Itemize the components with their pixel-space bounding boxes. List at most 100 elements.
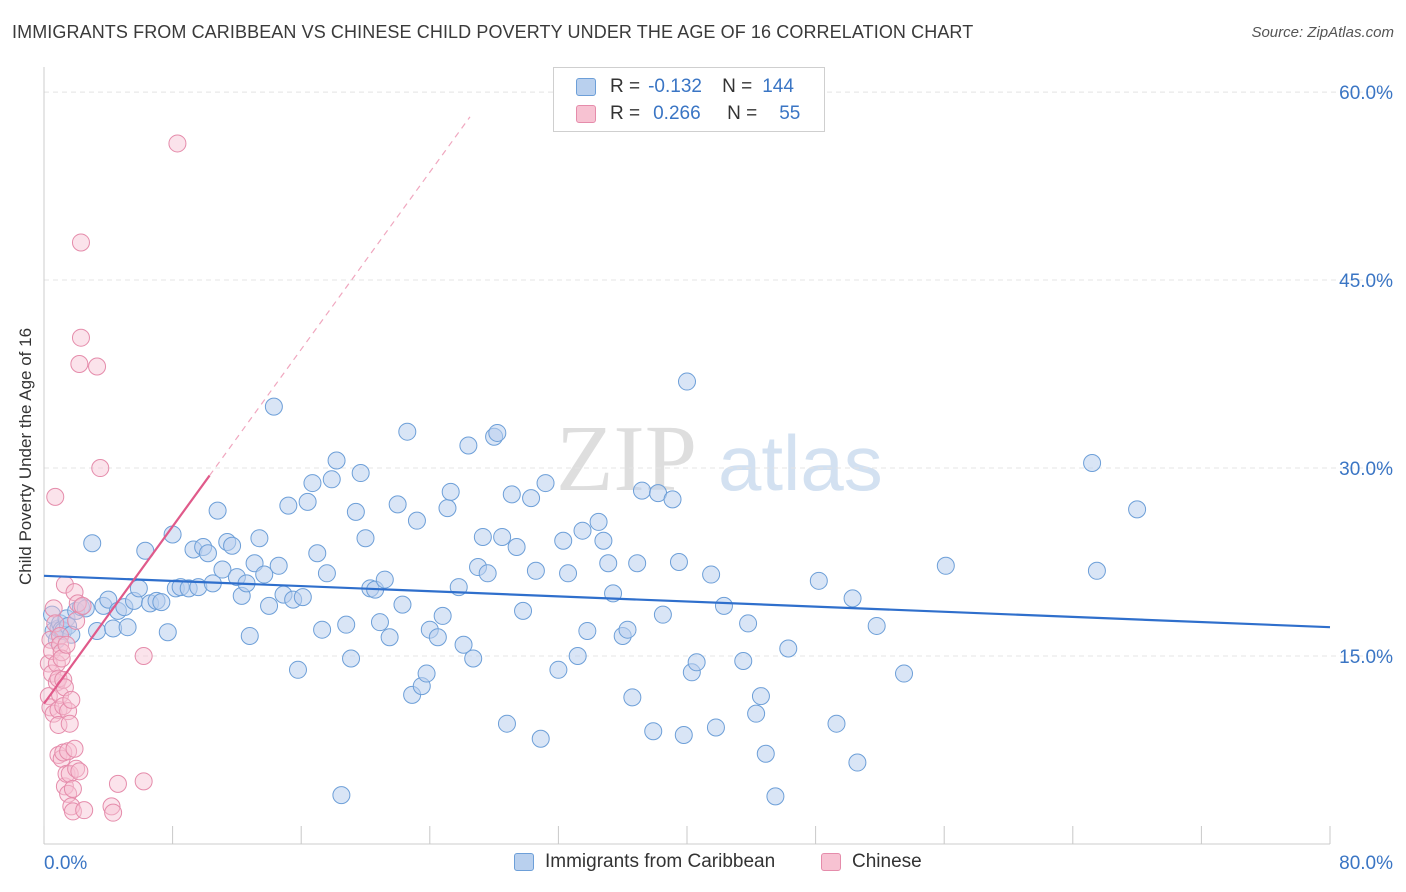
data-point-caribbean <box>293 588 312 607</box>
data-point-caribbean <box>751 687 770 706</box>
data-point-chinese <box>62 690 81 709</box>
data-point-caribbean <box>327 451 346 470</box>
data-point-chinese <box>168 134 187 153</box>
data-point-chinese <box>65 739 84 758</box>
data-point-caribbean <box>663 490 682 509</box>
data-point-caribbean <box>526 561 545 580</box>
data-point-caribbean <box>438 499 457 518</box>
data-point-chinese <box>108 774 127 793</box>
data-point-caribbean <box>152 593 171 612</box>
data-point-chinese <box>70 762 89 781</box>
axes <box>43 67 1331 845</box>
data-point-chinese <box>134 647 153 666</box>
data-point-caribbean <box>337 615 356 634</box>
data-point-chinese <box>57 635 76 654</box>
data-point-caribbean <box>342 649 361 668</box>
data-point-caribbean <box>644 722 663 741</box>
trend-lines <box>43 116 1331 705</box>
data-point-chinese <box>52 649 71 668</box>
legend-r-label: R = <box>610 76 641 97</box>
data-point-caribbean <box>618 620 637 639</box>
data-point-chinese <box>65 583 84 602</box>
data-point-caribbean <box>313 620 332 639</box>
data-point-caribbean <box>536 474 555 493</box>
legend-swatch-caribbean <box>514 853 534 871</box>
data-point-caribbean <box>454 635 473 654</box>
data-point-caribbean <box>1083 454 1102 473</box>
data-point-caribbean <box>674 725 693 744</box>
legend-item-chinese: Chinese <box>821 851 922 873</box>
data-point-chinese <box>91 459 110 478</box>
data-point-chinese <box>67 759 86 778</box>
data-point-chinese <box>71 328 90 347</box>
data-point-caribbean <box>632 481 651 500</box>
tick-labels: 15.0% 30.0% 45.0% 60.0% 0.0% 80.0% <box>44 83 1393 874</box>
data-point-caribbean <box>1087 561 1106 580</box>
data-point-caribbean <box>269 556 288 575</box>
data-point-caribbean <box>198 544 217 563</box>
data-point-caribbean <box>393 595 412 614</box>
data-point-chinese <box>47 654 66 673</box>
source-label: Source: ZipAtlas.com <box>1251 24 1394 41</box>
data-point-chinese <box>102 797 121 816</box>
legend-swatch-chinese <box>576 105 596 123</box>
data-point-caribbean <box>303 474 322 493</box>
legend-n-value: 55 <box>779 103 801 124</box>
data-point-caribbean <box>240 626 259 645</box>
data-point-caribbean <box>578 621 597 640</box>
data-point-caribbean <box>756 744 775 763</box>
trend-line-chinese-extension <box>209 116 471 476</box>
data-point-chinese <box>46 487 65 506</box>
data-point-caribbean <box>317 564 336 583</box>
trend-line-chinese <box>43 474 211 705</box>
data-point-caribbean <box>734 652 753 671</box>
data-point-caribbean <box>398 422 417 441</box>
legend-n-value: 144 <box>762 76 794 97</box>
y-tick-label: 15.0% <box>1339 647 1393 668</box>
data-point-caribbean <box>322 470 341 489</box>
data-point-caribbean <box>739 614 758 633</box>
data-point-caribbean <box>298 492 317 511</box>
data-point-caribbean <box>370 613 389 632</box>
chart-title: IMMIGRANTS FROM CARIBBEAN VS CHINESE CHI… <box>12 22 974 42</box>
data-point-caribbean <box>678 372 696 391</box>
data-point-caribbean <box>628 554 647 573</box>
data-point-caribbean <box>332 786 351 805</box>
data-point-caribbean <box>843 589 862 608</box>
data-point-chinese <box>70 355 89 374</box>
legend-swatch-chinese <box>821 853 841 871</box>
data-point-caribbean <box>779 639 798 658</box>
data-point-caribbean <box>308 544 327 563</box>
data-point-caribbean <box>208 501 227 520</box>
data-point-caribbean <box>83 534 102 553</box>
data-point-caribbean <box>599 554 618 573</box>
data-point-chinese <box>134 772 153 791</box>
y-tick-label: 60.0% <box>1339 83 1393 104</box>
data-point-caribbean <box>255 565 274 584</box>
data-point-caribbean <box>653 605 672 624</box>
data-point-caribbean <box>714 596 733 615</box>
data-point-caribbean <box>260 596 279 615</box>
trend-line-caribbean <box>43 574 1331 629</box>
data-point-caribbean <box>502 485 521 504</box>
data-point-caribbean <box>351 464 370 483</box>
data-point-caribbean <box>407 511 426 530</box>
data-point-chinese <box>88 357 107 376</box>
data-point-caribbean <box>554 531 573 550</box>
legend-r-label: R = <box>610 103 641 124</box>
data-point-chinese <box>71 233 90 252</box>
data-point-caribbean <box>507 537 526 556</box>
data-point-chinese <box>44 599 63 618</box>
data-point-caribbean <box>809 571 828 590</box>
data-point-caribbean <box>522 489 541 508</box>
watermark-atlas: atlas <box>718 419 883 507</box>
data-point-caribbean <box>623 688 642 707</box>
data-point-chinese <box>41 630 60 649</box>
legend-n-label: N = <box>722 76 753 97</box>
data-point-caribbean <box>158 623 177 642</box>
data-point-caribbean <box>493 527 512 546</box>
data-point-caribbean <box>766 787 785 806</box>
legend-n-label: N = <box>727 103 758 124</box>
data-point-caribbean <box>514 601 533 620</box>
data-point-caribbean <box>669 553 688 572</box>
